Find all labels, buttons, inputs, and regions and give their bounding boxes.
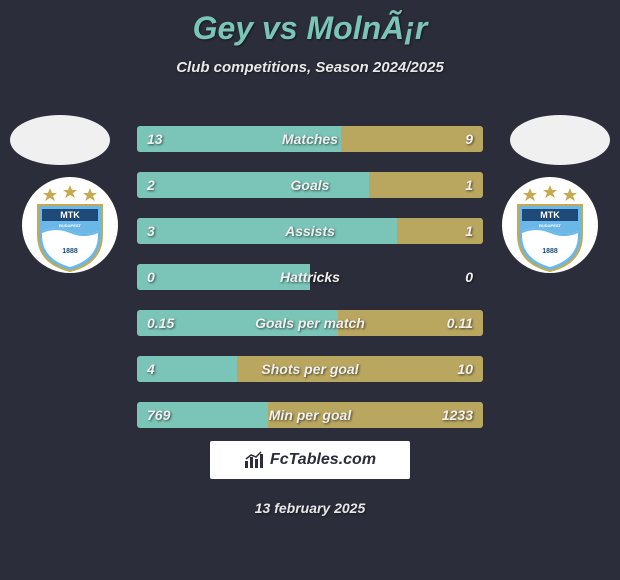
- player-left-avatar: [10, 115, 110, 165]
- stat-row: 21Goals: [137, 172, 483, 198]
- svg-text:MTK: MTK: [60, 210, 80, 220]
- stat-row: 7691233Min per goal: [137, 402, 483, 428]
- stat-label: Min per goal: [137, 402, 483, 428]
- svg-text:1888: 1888: [62, 248, 78, 255]
- chart-icon: [244, 451, 264, 469]
- club-crest-right: MTK BUDAPEST 1888: [500, 175, 600, 275]
- comparison-subtitle: Club competitions, Season 2024/2025: [0, 59, 620, 76]
- stat-row: 410Shots per goal: [137, 356, 483, 382]
- stat-row: 139Matches: [137, 126, 483, 152]
- stat-row: 00Hattricks: [137, 264, 483, 290]
- fctables-logo: FcTables.com: [210, 441, 410, 479]
- stat-label: Matches: [137, 126, 483, 152]
- stat-label: Hattricks: [137, 264, 483, 290]
- stat-label: Goals per match: [137, 310, 483, 336]
- fctables-logo-text: FcTables.com: [270, 451, 376, 469]
- stat-row: 31Assists: [137, 218, 483, 244]
- svg-text:1888: 1888: [542, 248, 558, 255]
- comparison-title: Gey vs MolnÃ¡r: [0, 0, 620, 47]
- stat-label: Assists: [137, 218, 483, 244]
- svg-text:BUDAPEST: BUDAPEST: [539, 223, 562, 228]
- player-right-avatar: [510, 115, 610, 165]
- stats-bars: 139Matches 21Goals 31Assists 00Hattricks 0.1…: [137, 126, 483, 428]
- stat-label: Shots per goal: [137, 356, 483, 382]
- svg-text:BUDAPEST: BUDAPEST: [59, 223, 82, 228]
- stat-row: 0.150.11Goals per match: [137, 310, 483, 336]
- club-crest-left: MTK BUDAPEST 1888: [20, 175, 120, 275]
- svg-text:MTK: MTK: [540, 210, 560, 220]
- stat-label: Goals: [137, 172, 483, 198]
- comparison-date: 13 february 2025: [0, 500, 620, 516]
